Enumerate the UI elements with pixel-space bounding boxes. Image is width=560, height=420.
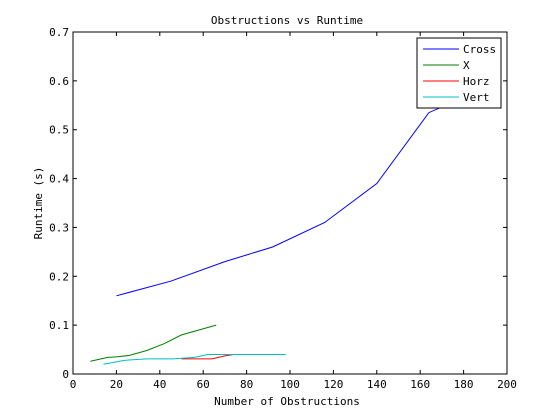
- legend-entry-x: X: [463, 59, 470, 72]
- legend-entry-cross: Cross: [463, 43, 496, 56]
- y-tick-label: 0.6: [49, 75, 69, 88]
- series-line-x: [90, 324, 217, 362]
- y-tick-label: 0.1: [49, 319, 69, 332]
- x-tick-label: 160: [410, 378, 430, 391]
- x-tick-label: 180: [454, 378, 474, 391]
- y-axis-label: Runtime (s): [32, 167, 45, 240]
- x-tick-label: 0: [70, 378, 77, 391]
- x-tick-label: 60: [197, 378, 210, 391]
- y-tick-label: 0: [62, 368, 69, 381]
- x-tick-label: 40: [153, 378, 166, 391]
- series-line-vert: [103, 354, 286, 365]
- y-tick-label: 0.3: [49, 221, 69, 234]
- legend: Cross X Horz Vert: [416, 37, 502, 109]
- legend-box: [416, 37, 502, 109]
- y-tick-label: 0.7: [49, 26, 69, 39]
- x-tick-label: 140: [367, 378, 387, 391]
- y-tick-label: 0.5: [49, 124, 69, 137]
- legend-entry-vert: Vert: [463, 91, 490, 104]
- x-tick-label: 20: [110, 378, 123, 391]
- x-axis-label: Number of Obstructions: [214, 395, 360, 408]
- series-line-horz: [181, 354, 234, 360]
- x-tick-label: 120: [323, 378, 343, 391]
- chart-title: Obstructions vs Runtime: [211, 14, 363, 27]
- y-tick-label: 0.4: [49, 173, 69, 186]
- x-tick-label: 200: [497, 378, 517, 391]
- x-tick-label: 80: [240, 378, 253, 391]
- x-tick-label: 100: [280, 378, 300, 391]
- legend-entry-horz: Horz: [463, 75, 490, 88]
- y-tick-label: 0.2: [49, 270, 69, 283]
